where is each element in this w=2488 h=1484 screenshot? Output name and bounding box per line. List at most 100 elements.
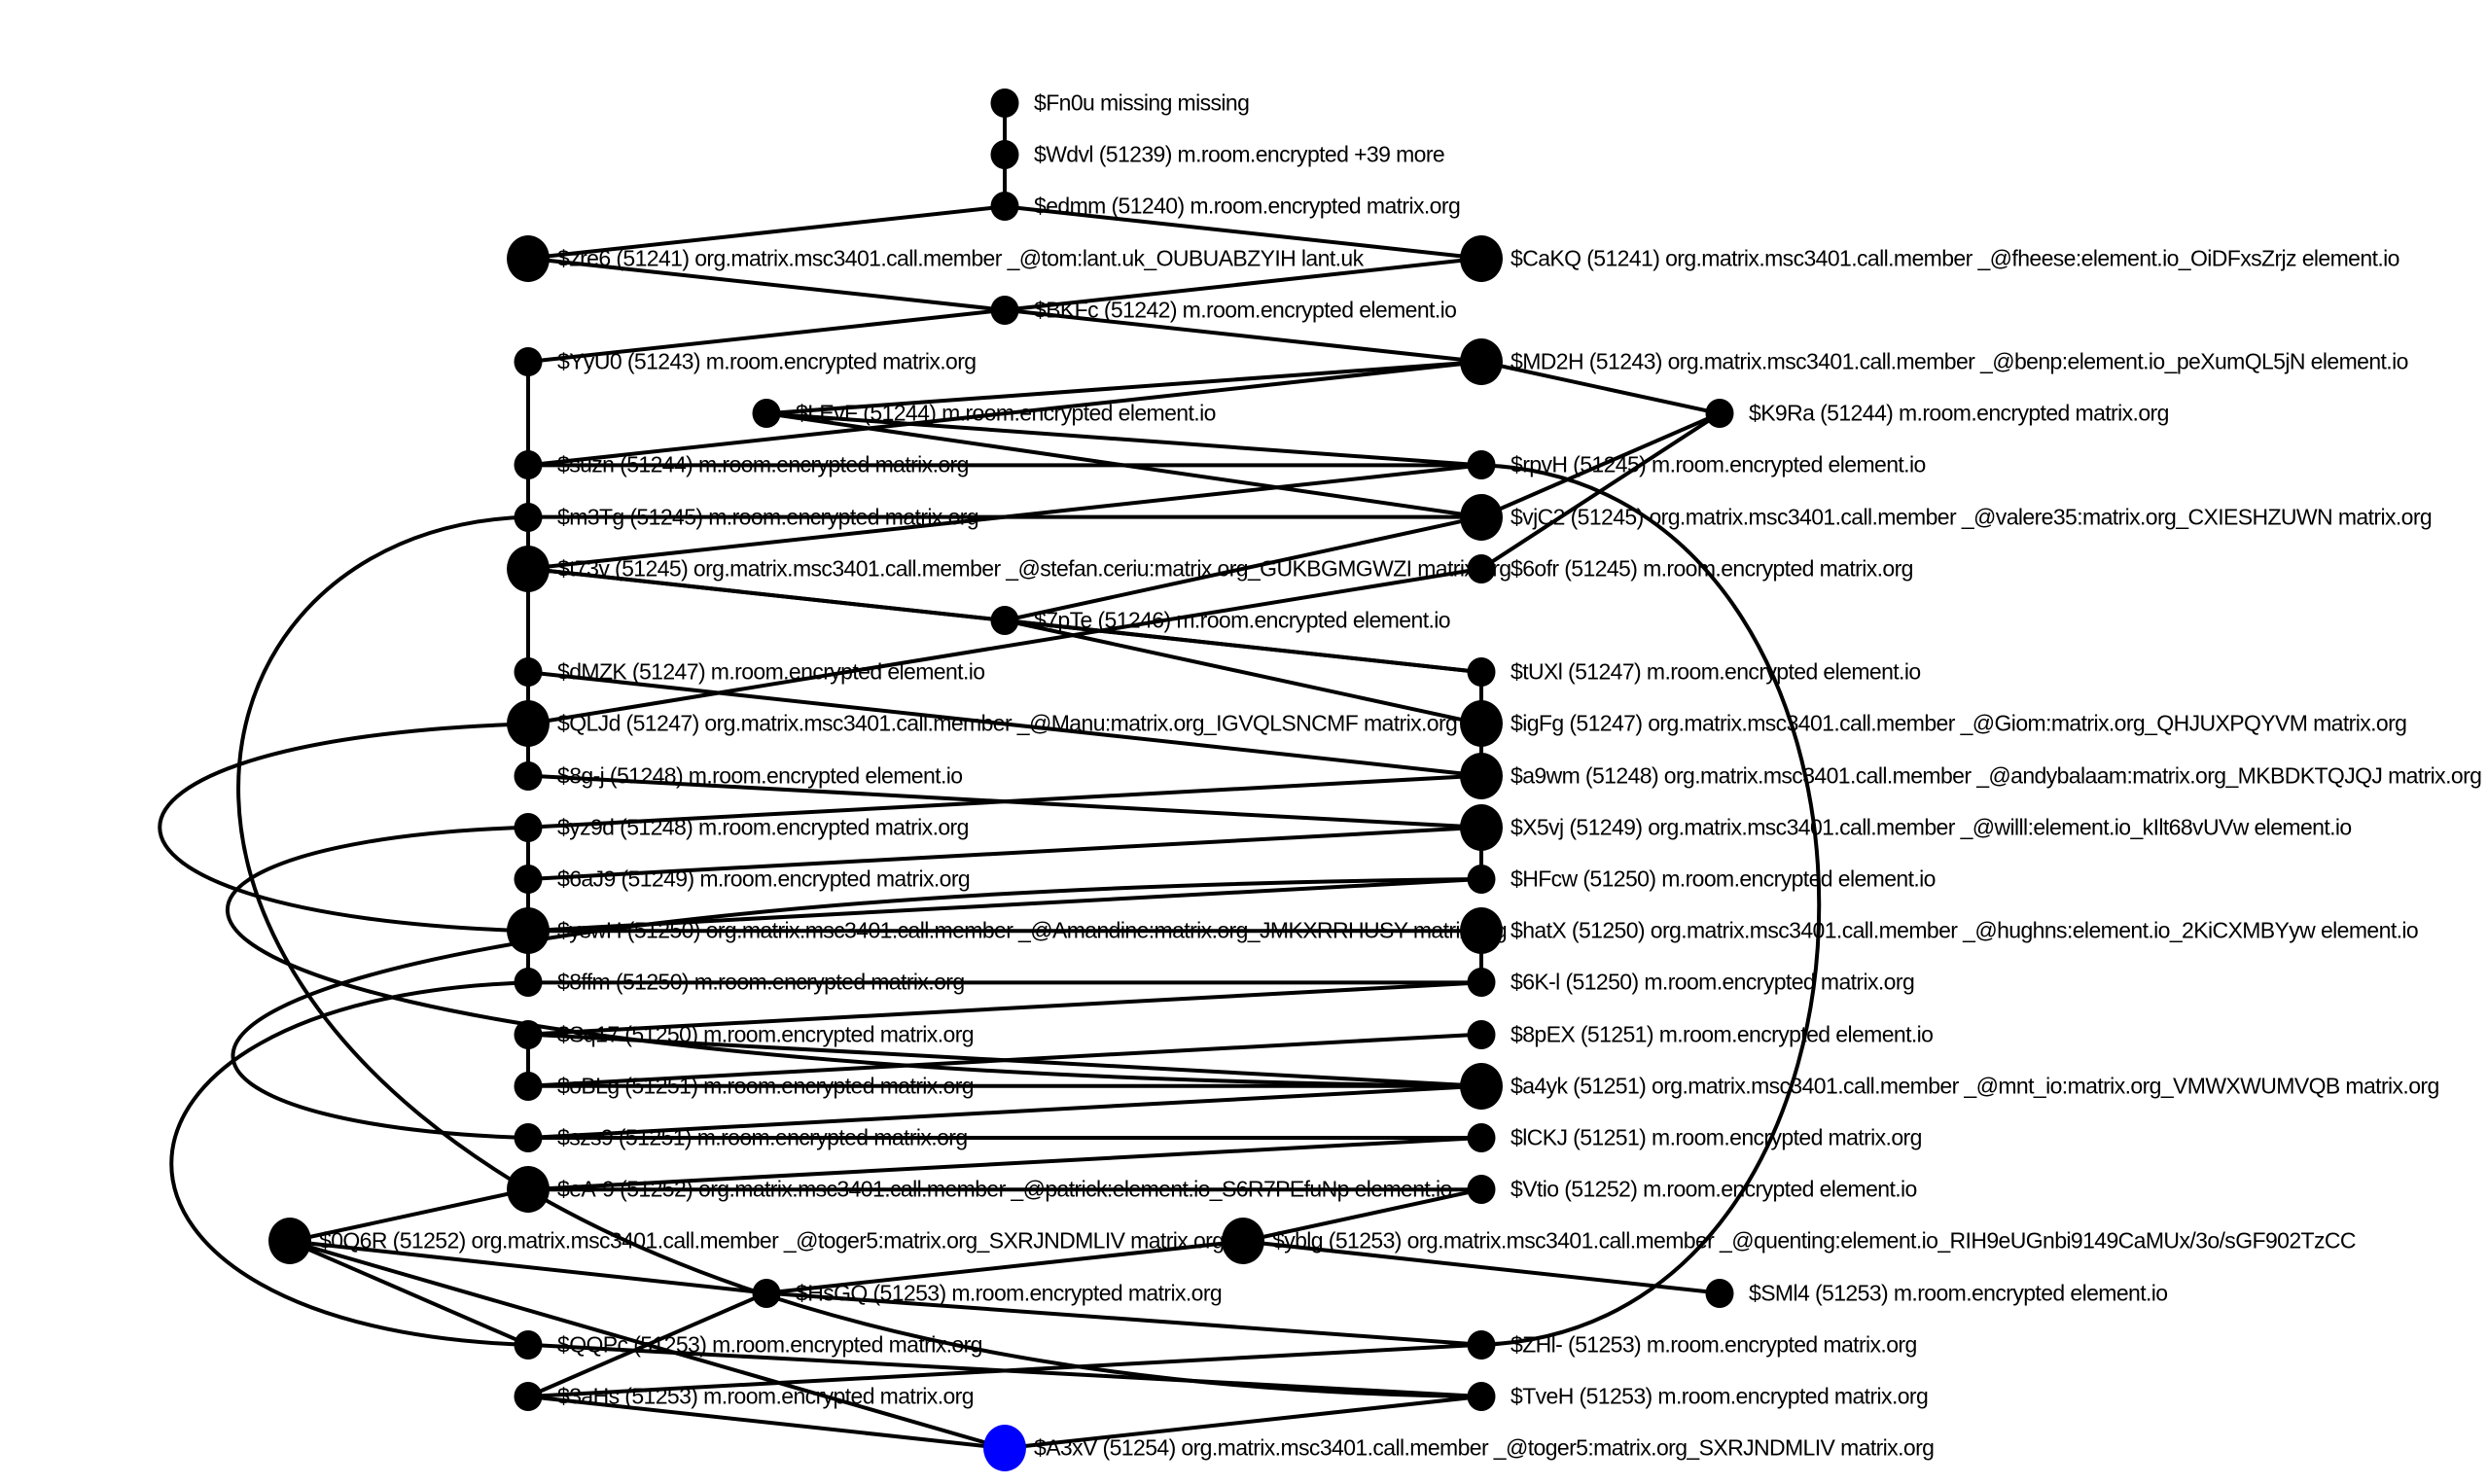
event-label: $YyU0 (51243) m.room.encrypted matrix.or… bbox=[557, 348, 977, 374]
event-label: $MD2H (51243) org.matrix.msc3401.call.me… bbox=[1511, 348, 2408, 374]
event-label: $6aJ9 (51249) m.room.encrypted matrix.or… bbox=[557, 866, 971, 892]
event-node-a9wm[interactable] bbox=[1460, 752, 1503, 799]
event-label: $vjC2 (51245) org.matrix.msc3401.call.me… bbox=[1511, 504, 2433, 530]
event-label: $7pTe (51246) m.room.encrypted element.i… bbox=[1034, 607, 1451, 633]
event-node-Vtio[interactable] bbox=[1467, 1175, 1496, 1205]
edge-3aHs-A3xV bbox=[527, 1395, 1006, 1451]
event-node-zre6[interactable] bbox=[507, 234, 550, 282]
event-label: $QQPc (51253) m.room.encrypted matrix.or… bbox=[557, 1331, 982, 1358]
event-node-m3Tg[interactable] bbox=[514, 502, 543, 532]
event-node-yswH[interactable] bbox=[507, 907, 550, 955]
event-label: $8ffm (51250) m.room.encrypted matrix.or… bbox=[557, 969, 965, 995]
event-node-8pEX[interactable] bbox=[1467, 1019, 1496, 1049]
event-node-6K-l[interactable] bbox=[1467, 968, 1496, 998]
event-label: $t73v (51245) org.matrix.msc3401.call.me… bbox=[557, 555, 1511, 582]
event-node-suzn[interactable] bbox=[514, 450, 543, 480]
edge-lCKJ-eA-9 bbox=[527, 1136, 1482, 1192]
event-node-3aHs[interactable] bbox=[514, 1382, 543, 1411]
event-node-HsGQ[interactable] bbox=[752, 1278, 781, 1308]
event-node-Sq17[interactable] bbox=[514, 1019, 543, 1049]
event-label: $HFcw (51250) m.room.encrypted element.i… bbox=[1511, 866, 1936, 892]
event-node-K9Ra[interactable] bbox=[1705, 399, 1734, 429]
event-node-igFg[interactable] bbox=[1460, 700, 1503, 748]
event-node-lCKJ[interactable] bbox=[1467, 1123, 1496, 1152]
edge-0Q6R-HsGQ bbox=[289, 1239, 767, 1295]
edge-TveH-A3xV bbox=[1004, 1395, 1482, 1451]
edge-MD2H-suzn bbox=[527, 360, 1482, 468]
edge-6K-l-Sq17 bbox=[527, 980, 1482, 1037]
edge-8pEX-oBLg bbox=[527, 1032, 1482, 1088]
edge-BKFc-YyU0 bbox=[527, 307, 1006, 364]
event-node-QLJd[interactable] bbox=[507, 700, 550, 748]
event-node-TveH[interactable] bbox=[1467, 1382, 1496, 1411]
event-node-t73v[interactable] bbox=[507, 545, 550, 592]
event-node-HFcw[interactable] bbox=[1467, 865, 1496, 894]
event-label: $yblg (51253) org.matrix.msc3401.call.me… bbox=[1272, 1227, 2356, 1254]
event-label: $6K-l (51250) m.room.encrypted matrix.or… bbox=[1511, 969, 1915, 995]
event-node-yblg[interactable] bbox=[1222, 1218, 1264, 1265]
edge-LEvF-rpvH bbox=[765, 411, 1482, 468]
edge-HsGQ-ZHl- bbox=[765, 1290, 1482, 1347]
edge-dMZK-a9wm bbox=[527, 670, 1482, 778]
event-node-SMl4[interactable] bbox=[1705, 1278, 1734, 1308]
edge-6ofr-QLJd bbox=[527, 566, 1482, 726]
event-label: $suzn (51244) m.room.encrypted matrix.or… bbox=[557, 451, 969, 477]
event-node-QQPc[interactable] bbox=[514, 1329, 543, 1360]
event-label: $TveH (51253) m.room.encrypted matrix.or… bbox=[1511, 1383, 1929, 1409]
event-node-dMZK[interactable] bbox=[514, 657, 543, 688]
event-label: $A3xV (51254) org.matrix.msc3401.call.me… bbox=[1034, 1434, 1935, 1461]
event-node-eA-9[interactable] bbox=[507, 1166, 550, 1214]
event-node-7pTe[interactable] bbox=[990, 606, 1019, 635]
edge-HFcw-szs9 bbox=[231, 877, 1482, 1140]
event-node-0Q6R[interactable] bbox=[268, 1218, 311, 1265]
event-label: $hatX (51250) org.matrix.msc3401.call.me… bbox=[1511, 917, 2419, 943]
event-label: $ZHl- (51253) m.room.encrypted matrix.or… bbox=[1511, 1331, 1917, 1358]
edge-yblg-SMl4 bbox=[1242, 1239, 1721, 1295]
event-node-tUXl[interactable] bbox=[1467, 657, 1496, 688]
edge-yblg-HsGQ bbox=[765, 1239, 1244, 1295]
event-node-YyU0[interactable] bbox=[514, 347, 543, 376]
edge-vjC2-7pTe bbox=[1004, 514, 1482, 622]
edge-0Q6R-QQPc bbox=[289, 1239, 529, 1347]
event-label: $igFg (51247) org.matrix.msc3401.call.me… bbox=[1511, 710, 2407, 736]
edge-7pTe-igFg bbox=[1004, 618, 1482, 726]
event-label: $oBLg (51251) m.room.encrypted matrix.or… bbox=[557, 1073, 975, 1099]
event-node-hatX[interactable] bbox=[1460, 907, 1503, 955]
event-node-vjC2[interactable] bbox=[1460, 493, 1503, 541]
edge-QLJd-yswH bbox=[158, 722, 529, 934]
event-label: $Sq17 (51250) m.room.encrypted matrix.or… bbox=[557, 1021, 975, 1047]
event-node-edmm[interactable] bbox=[990, 192, 1019, 222]
event-node-CaKQ[interactable] bbox=[1460, 234, 1503, 282]
event-node-8ffm[interactable] bbox=[514, 968, 543, 998]
event-label: $8g-j (51248) m.room.encrypted element.i… bbox=[557, 762, 963, 789]
event-node-MD2H[interactable] bbox=[1460, 338, 1503, 385]
event-node-LEvF[interactable] bbox=[752, 399, 781, 429]
event-node-Fn0u[interactable] bbox=[990, 88, 1019, 118]
event-label: $X5vj (51249) org.matrix.msc3401.call.me… bbox=[1511, 814, 2352, 840]
edge-zre6-BKFc bbox=[527, 256, 1006, 312]
event-node-8g-j[interactable] bbox=[514, 760, 543, 791]
event-node-BKFc[interactable] bbox=[990, 295, 1019, 325]
event-node-Wdvl[interactable] bbox=[990, 140, 1019, 170]
event-label: $lCKJ (51251) m.room.encrypted matrix.or… bbox=[1511, 1124, 1922, 1150]
event-node-a4yk[interactable] bbox=[1460, 1062, 1503, 1110]
edge-Vtio-yblg bbox=[1242, 1187, 1482, 1244]
event-label: $HsGQ (51253) m.room.encrypted matrix.or… bbox=[796, 1280, 1223, 1306]
event-node-ZHl-[interactable] bbox=[1467, 1329, 1496, 1360]
event-node-6ofr[interactable] bbox=[1467, 553, 1496, 583]
event-label: $Wdvl (51239) m.room.encrypted +39 more bbox=[1034, 141, 1445, 167]
event-node-oBLg[interactable] bbox=[514, 1071, 543, 1101]
edge-CaKQ-BKFc bbox=[1004, 256, 1482, 312]
event-node-X5vj[interactable] bbox=[1460, 803, 1503, 851]
edge-rpvH-t73v bbox=[527, 463, 1482, 571]
event-label: $CaKQ (51241) org.matrix.msc3401.call.me… bbox=[1511, 245, 2399, 271]
edge-7pTe-tUXl bbox=[1004, 618, 1482, 675]
event-node-6aJ9[interactable] bbox=[514, 865, 543, 894]
event-node-szs9[interactable] bbox=[514, 1123, 543, 1152]
event-label: $tUXl (51247) m.room.encrypted element.i… bbox=[1511, 658, 1921, 685]
event-node-yz9d[interactable] bbox=[514, 812, 543, 842]
event-node-A3xV[interactable] bbox=[983, 1425, 1026, 1472]
edge-X5vj-6aJ9 bbox=[527, 825, 1482, 881]
event-node-rpvH[interactable] bbox=[1467, 450, 1496, 480]
